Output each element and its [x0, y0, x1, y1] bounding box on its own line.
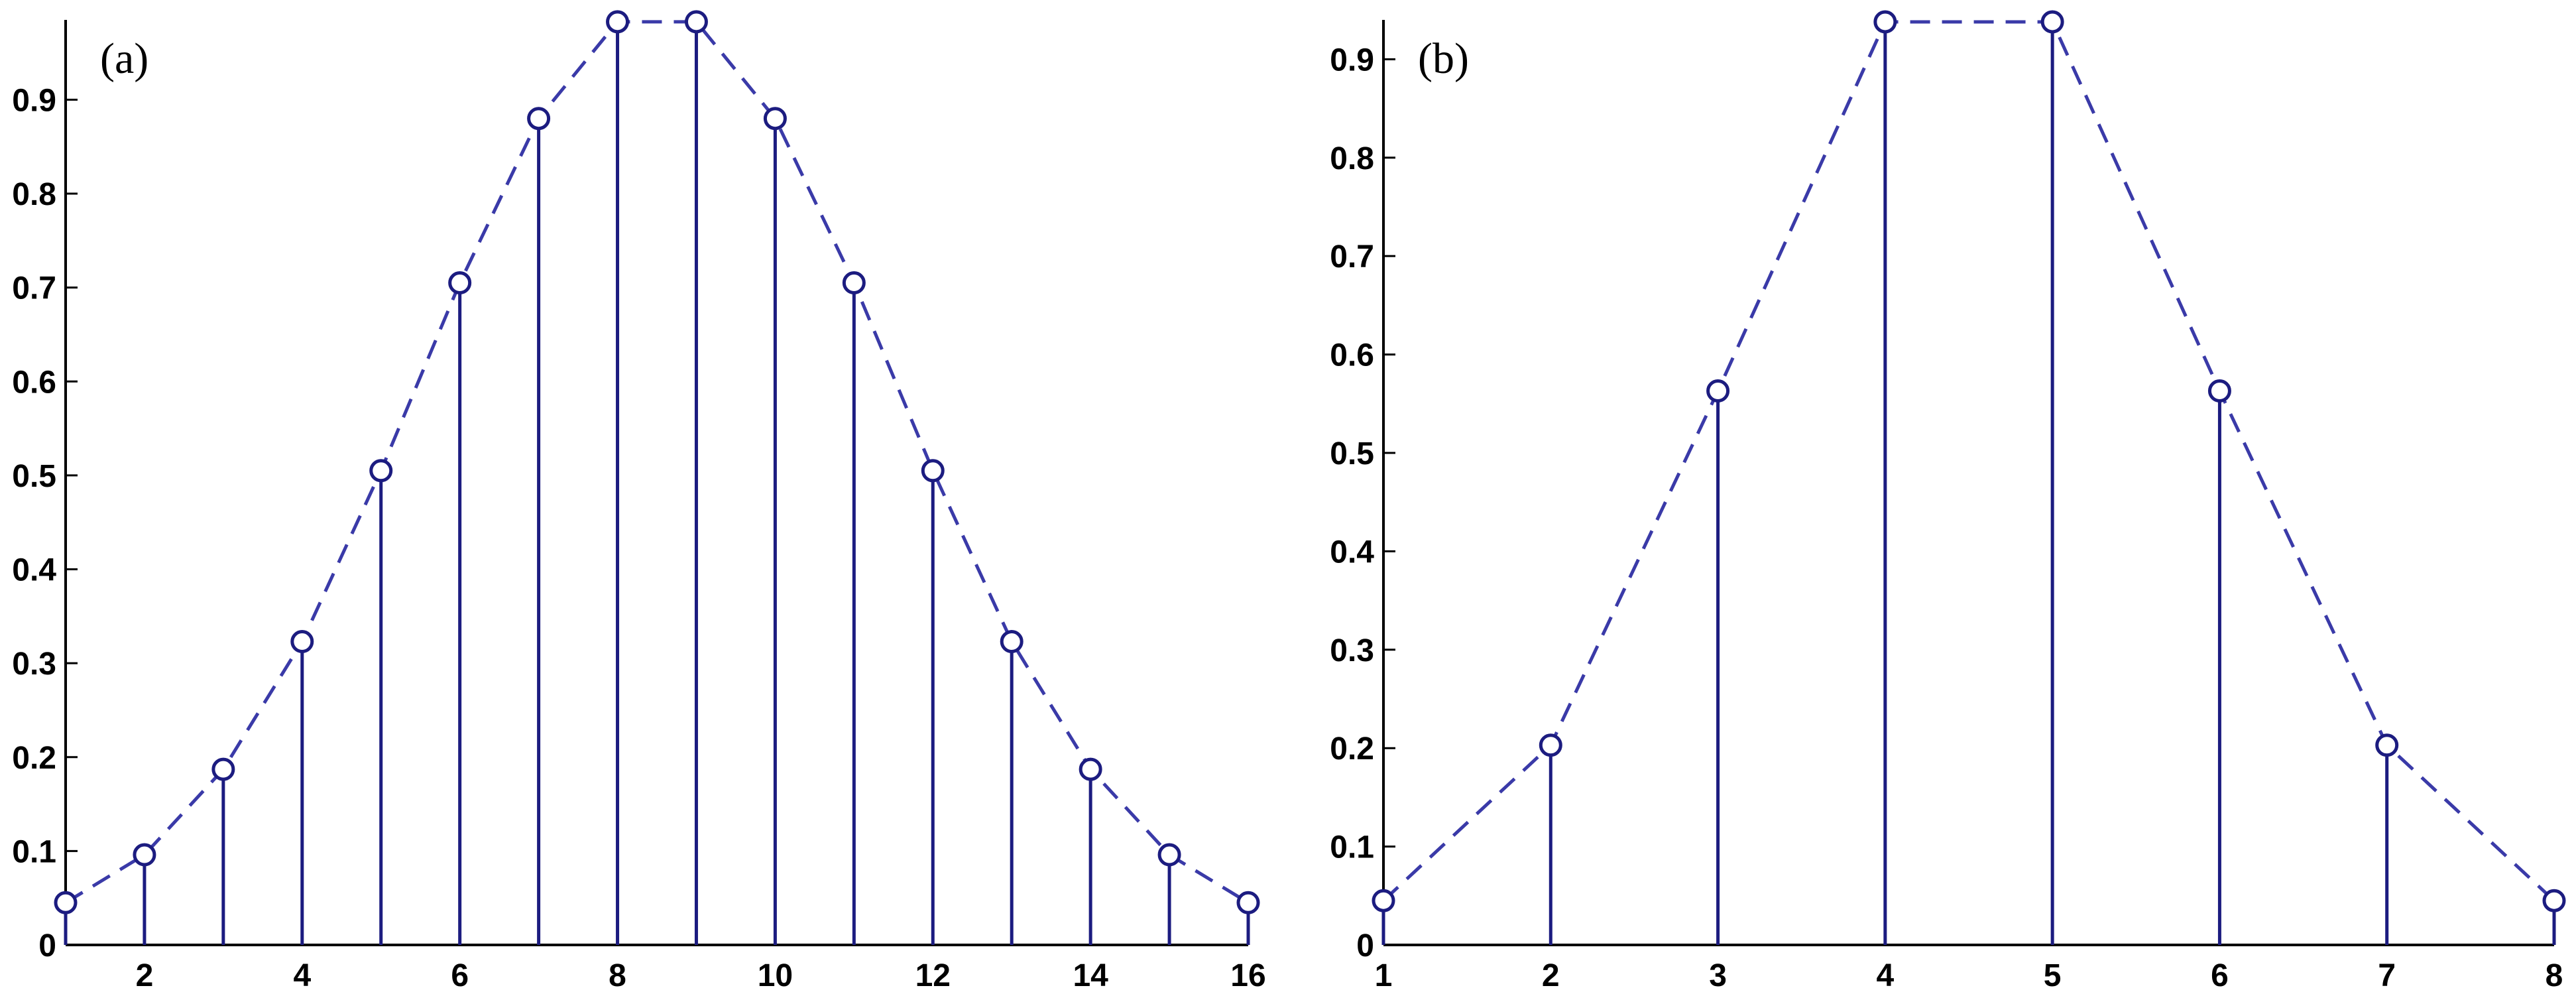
stem-marker [448, 271, 472, 295]
y-tick-label: 0.4 [1330, 534, 1374, 570]
y-tick-label: 0.6 [1330, 338, 1374, 373]
x-tick-label: 2 [136, 958, 154, 993]
x-tick-label: 4 [1877, 958, 1895, 993]
y-tick-label: 0 [1356, 928, 1374, 964]
y-tick-label: 0.9 [1330, 42, 1374, 78]
y-tick-label: 0.8 [1330, 141, 1374, 176]
y-tick-label: 0.7 [1330, 239, 1374, 275]
stem-marker [1873, 10, 1897, 34]
stem-marker [1372, 889, 1395, 912]
panel-label: (b) [1418, 34, 1469, 83]
y-tick-label: 0.9 [12, 83, 56, 118]
y-tick-label: 0.3 [12, 647, 56, 682]
stem-marker [133, 843, 156, 867]
x-tick-label: 2 [1542, 958, 1560, 993]
y-tick-label: 0.8 [12, 177, 56, 212]
x-tick-label: 4 [293, 958, 311, 993]
stem-marker [1079, 757, 1102, 781]
y-tick-label: 0.1 [12, 834, 56, 869]
stem-marker [842, 271, 866, 295]
stem-marker [527, 107, 551, 131]
stem-marker [54, 891, 78, 914]
stem-marker [1706, 379, 1730, 403]
y-tick-label: 0.2 [12, 741, 56, 776]
panel-label: (a) [100, 34, 148, 83]
stem-marker [2207, 379, 2231, 403]
stem-marker [2040, 10, 2064, 34]
stem-marker [2375, 733, 2399, 757]
stem-marker [290, 630, 314, 654]
x-tick-label: 16 [1230, 958, 1265, 993]
y-tick-label: 0.5 [1330, 436, 1374, 471]
stem-marker [1236, 891, 1260, 914]
y-tick-label: 0.1 [1330, 830, 1374, 865]
y-tick-label: 0.2 [1330, 731, 1374, 767]
stem-marker [921, 459, 945, 483]
stem-marker [1000, 630, 1024, 654]
x-tick-label: 1 [1375, 958, 1393, 993]
envelope-line [64, 20, 1250, 904]
stem-marker [1157, 843, 1181, 867]
y-tick-label: 0.4 [12, 553, 56, 588]
y-tick-label: 0.6 [12, 365, 56, 400]
x-tick-label: 8 [2546, 958, 2563, 993]
x-tick-label: 6 [2211, 958, 2229, 993]
stem-marker [606, 10, 630, 34]
x-tick-label: 8 [609, 958, 626, 993]
envelope-line [1382, 20, 2555, 903]
stem-marker [2542, 889, 2566, 912]
y-tick-label: 0.5 [12, 459, 56, 494]
x-tick-label: 5 [2044, 958, 2062, 993]
stem-marker [1539, 733, 1562, 757]
x-tick-label: 10 [758, 958, 793, 993]
x-tick-label: 6 [451, 958, 469, 993]
stem-marker [211, 757, 235, 781]
x-tick-label: 3 [1709, 958, 1727, 993]
x-tick-label: 7 [2378, 958, 2396, 993]
stem-marker [684, 10, 708, 34]
x-tick-label: 14 [1073, 958, 1108, 993]
x-tick-label: 12 [915, 958, 951, 993]
y-tick-label: 0.7 [12, 271, 56, 306]
y-tick-label: 0 [38, 928, 56, 964]
y-tick-label: 0.3 [1330, 633, 1374, 668]
stem-marker [763, 107, 787, 131]
stem-marker [369, 459, 393, 483]
